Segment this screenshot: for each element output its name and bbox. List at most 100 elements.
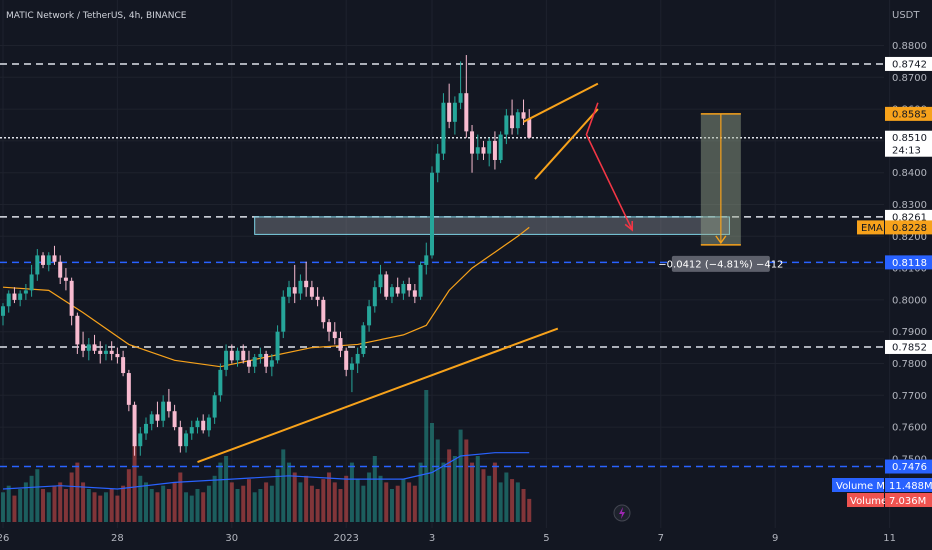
candle-body (132, 404, 137, 447)
volume-bar (458, 429, 463, 522)
volume-bar (441, 462, 446, 522)
candle-body (315, 296, 320, 300)
support-zone[interactable] (254, 216, 730, 235)
volume-bar (498, 482, 503, 522)
level-0-7852: 0.7852 (892, 342, 927, 353)
time-tick: 11 (883, 533, 896, 544)
volume-bar (132, 439, 137, 522)
volume-bar (264, 482, 269, 522)
volume-ma-value: 11.488M (889, 481, 932, 492)
volume-bar (218, 462, 223, 522)
channel-lower-line[interactable] (534, 108, 599, 180)
channel-upper-line[interactable] (523, 82, 599, 123)
volume-bar (384, 482, 389, 522)
chart-grid (0, 0, 891, 528)
volume-bar (361, 485, 366, 522)
forecast-arrow[interactable] (585, 102, 633, 231)
volume-bar (527, 498, 532, 522)
price-tick: 0.7700 (892, 391, 927, 402)
volume-bar (412, 485, 417, 522)
candle-body (241, 350, 246, 361)
volume-bar (521, 489, 526, 522)
time-tick: 26 (0, 533, 9, 544)
candle-body (29, 274, 34, 291)
drawing-lines[interactable] (2, 226, 559, 490)
volume-bar (144, 482, 148, 522)
candle-body (69, 280, 74, 316)
volume-bar (452, 456, 457, 522)
level-0-8742: 0.8742 (892, 59, 927, 70)
lightning-icon[interactable] (613, 504, 631, 522)
level-0-8742-box (885, 56, 932, 71)
volume-value-box (885, 493, 932, 507)
volume-bar (235, 489, 240, 522)
trendline[interactable] (197, 327, 559, 464)
price-tick: 0.8700 (892, 73, 927, 84)
candle-body (178, 427, 183, 447)
candle-body (121, 357, 126, 374)
candle-body (361, 325, 366, 354)
time-axis[interactable]: 2628302023357911131618 (0, 533, 932, 544)
price-tick: 0.8300 (892, 200, 927, 211)
volume-bar (115, 495, 120, 522)
volume-bar (355, 479, 360, 522)
volume-bar (487, 475, 492, 522)
volume-bar (138, 475, 143, 522)
candle-body (487, 140, 492, 154)
overlay-drawings[interactable]: −0.0412 (−4.81%) −412 (523, 82, 784, 272)
time-tick: 7 (658, 533, 664, 544)
candle-body (18, 293, 23, 300)
volume-bar (149, 489, 154, 522)
volume-bar (475, 456, 480, 522)
forecast-arrow-head (624, 220, 634, 232)
price-tick: 0.8200 (892, 232, 927, 243)
volume-bar (241, 485, 246, 522)
volume-bar (287, 462, 291, 522)
volume-bar (23, 482, 28, 522)
candle-body (470, 131, 475, 154)
candle-body (401, 284, 406, 294)
volume-tag: Volume (850, 496, 887, 507)
candle-body (338, 338, 343, 351)
volume-bar (201, 492, 206, 522)
candle-body (6, 293, 11, 307)
candle-body (258, 353, 263, 358)
volume-bar (184, 492, 189, 522)
ema-line (2, 226, 530, 368)
volume-bar (367, 472, 372, 522)
price-tick: 0.7800 (892, 359, 927, 370)
candle-body (235, 350, 240, 361)
volume-ma-line (2, 452, 530, 490)
volume-bar (309, 485, 314, 522)
candle-body (63, 277, 68, 281)
volume-ma-tag: Volume MA (836, 481, 892, 492)
volume-bar (69, 472, 74, 522)
candle-body (41, 255, 46, 265)
price-axis[interactable]: USDT 0.88000.87000.86000.85000.84000.830… (857, 10, 932, 474)
zone-rectangle[interactable] (254, 216, 730, 235)
volume-bar (246, 479, 251, 522)
volume-bar (81, 482, 86, 522)
volume-bar (75, 462, 80, 522)
candle-body (172, 411, 177, 428)
candle-body (344, 350, 349, 370)
volume-bar (195, 489, 200, 522)
candle-body (527, 118, 532, 138)
candle-body (275, 331, 280, 361)
candle-body (464, 93, 469, 132)
candle-body (246, 360, 251, 367)
volume-bar (212, 475, 217, 522)
candle-body (144, 423, 148, 434)
volume-bar (258, 489, 263, 522)
candle-body (407, 284, 412, 291)
volume-ma-tag-box (832, 478, 884, 492)
price-tick: 0.8800 (892, 41, 927, 52)
candle-body (430, 172, 434, 256)
time-tick: 9 (772, 533, 778, 544)
candle-body (149, 414, 154, 424)
volume-bar (98, 495, 103, 522)
candle-body (218, 369, 223, 396)
candle-body (287, 287, 291, 297)
